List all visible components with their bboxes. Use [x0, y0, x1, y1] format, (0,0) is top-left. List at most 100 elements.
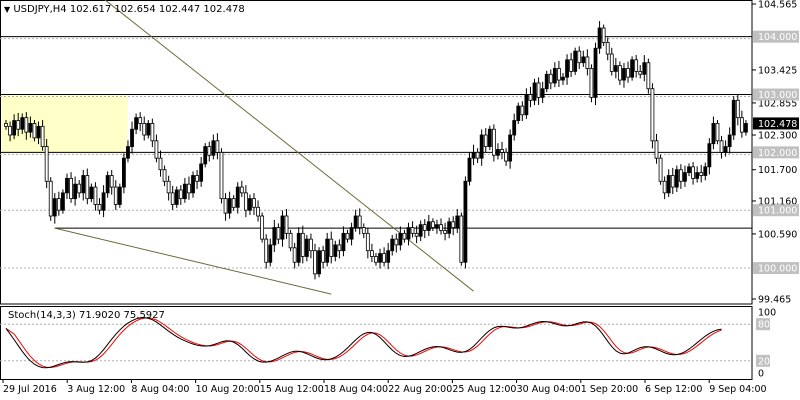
- candle-body: [97, 204, 102, 211]
- candle-body: [540, 88, 545, 98]
- candle-body: [569, 59, 574, 72]
- candle-body: [89, 186, 94, 200]
- candle-body: [8, 125, 12, 136]
- candle-body: [349, 227, 354, 240]
- candle-body: [317, 250, 321, 275]
- candle-body: [12, 120, 17, 136]
- candle-body: [20, 117, 25, 130]
- candle-body: [382, 253, 386, 263]
- price-tick-label: 102.300: [758, 131, 797, 142]
- candle-body: [223, 198, 228, 214]
- candle-body: [593, 47, 598, 98]
- candle-body: [508, 134, 513, 162]
- candle-body: [630, 59, 634, 78]
- candle-body: [536, 82, 541, 98]
- candle-body: [304, 238, 309, 257]
- candle-body: [321, 250, 326, 263]
- candle-body: [386, 250, 391, 263]
- candle-body: [479, 134, 484, 159]
- current-price-label: 102.478: [758, 119, 797, 130]
- price-panel: 104.565 103.425 102.855 102.300 101.700 101.1…: [0, 0, 799, 306]
- candle-body: [272, 227, 277, 246]
- candle-body: [711, 123, 716, 145]
- candle-body: [4, 123, 8, 127]
- candle-body: [691, 166, 695, 179]
- candle-body: [577, 50, 582, 64]
- candle-body: [727, 134, 732, 147]
- candle-body: [406, 227, 411, 240]
- candle-body: [528, 94, 533, 101]
- candle-body: [626, 68, 630, 78]
- candle-body: [589, 68, 594, 98]
- candle-body: [73, 183, 78, 200]
- candle-body: [300, 232, 305, 257]
- candle-body: [455, 215, 460, 228]
- candle-body: [548, 73, 553, 84]
- time-tick-label: 6 Sep 12:00: [645, 384, 702, 395]
- candle-body: [203, 146, 208, 165]
- candle-body: [264, 238, 269, 263]
- candle-body: [658, 157, 663, 182]
- candle-body: [105, 175, 110, 194]
- candle-body: [130, 128, 134, 147]
- indicator-label: Stoch(14,3,3) 71.9020 75.5927: [8, 310, 165, 321]
- time-tick-label: 18 Aug 04:00: [324, 384, 388, 395]
- candle-body: [170, 192, 175, 205]
- candle-body: [199, 163, 204, 182]
- ohlc-values: 102.617 102.654 102.447 102.478: [69, 4, 245, 15]
- candle-body: [284, 215, 289, 234]
- candle-body: [24, 117, 29, 133]
- level-tag: [753, 88, 799, 101]
- candle-body: [516, 105, 521, 121]
- candle-body: [447, 221, 452, 234]
- candle-body: [77, 183, 82, 194]
- candle-body: [609, 53, 614, 72]
- indicator-panel-frame: [0, 306, 753, 380]
- time-tick-label: 3 Aug 12:00: [67, 384, 125, 395]
- candle-body: [134, 117, 138, 130]
- time-tick-label: 10 Aug 20:00: [196, 384, 260, 395]
- price-tick-label: 100.590: [758, 229, 797, 240]
- candle-body: [435, 224, 439, 228]
- candle-body: [707, 143, 712, 168]
- candle-body: [585, 56, 590, 69]
- candle-body: [670, 175, 675, 188]
- current-price-tag: [753, 117, 799, 130]
- price-tick-label: 99.465: [758, 295, 791, 306]
- price-tick-label: 103.425: [758, 65, 797, 76]
- candle-body: [174, 189, 179, 205]
- candle-body: [463, 180, 468, 263]
- candle-body: [113, 186, 118, 205]
- candle-body: [467, 157, 472, 182]
- candle-body: [40, 125, 45, 147]
- chart-header: ▼ USDJPY,H4 102.617 102.654 102.447 102.…: [4, 4, 245, 15]
- candle-body: [280, 215, 285, 240]
- candle-body: [618, 65, 622, 81]
- candle-body: [239, 186, 244, 194]
- level-tag-label: 101.000: [758, 206, 797, 217]
- level-tag: [753, 146, 799, 159]
- trendline: [54, 227, 332, 295]
- candle-body: [288, 232, 293, 249]
- candle-body: [504, 151, 508, 162]
- candle-body: [150, 123, 155, 142]
- candle-body: [418, 224, 423, 237]
- candle-body: [683, 172, 687, 182]
- candle-body: [231, 198, 236, 208]
- candle-body: [211, 140, 216, 156]
- stoch-tick-label: 20: [758, 356, 770, 367]
- candle-body: [93, 186, 98, 205]
- candle-body: [361, 227, 366, 234]
- candle-body: [248, 198, 252, 211]
- time-tick-label: 29 Jul 2016: [3, 384, 57, 395]
- level-tag-label: 100.000: [758, 264, 797, 275]
- candle-body: [426, 221, 431, 231]
- candle-body: [61, 192, 65, 211]
- candle-body: [496, 149, 500, 156]
- candle-body: [341, 232, 346, 252]
- candle-body: [703, 166, 708, 176]
- candle-body: [410, 227, 415, 234]
- candle-body: [459, 215, 464, 263]
